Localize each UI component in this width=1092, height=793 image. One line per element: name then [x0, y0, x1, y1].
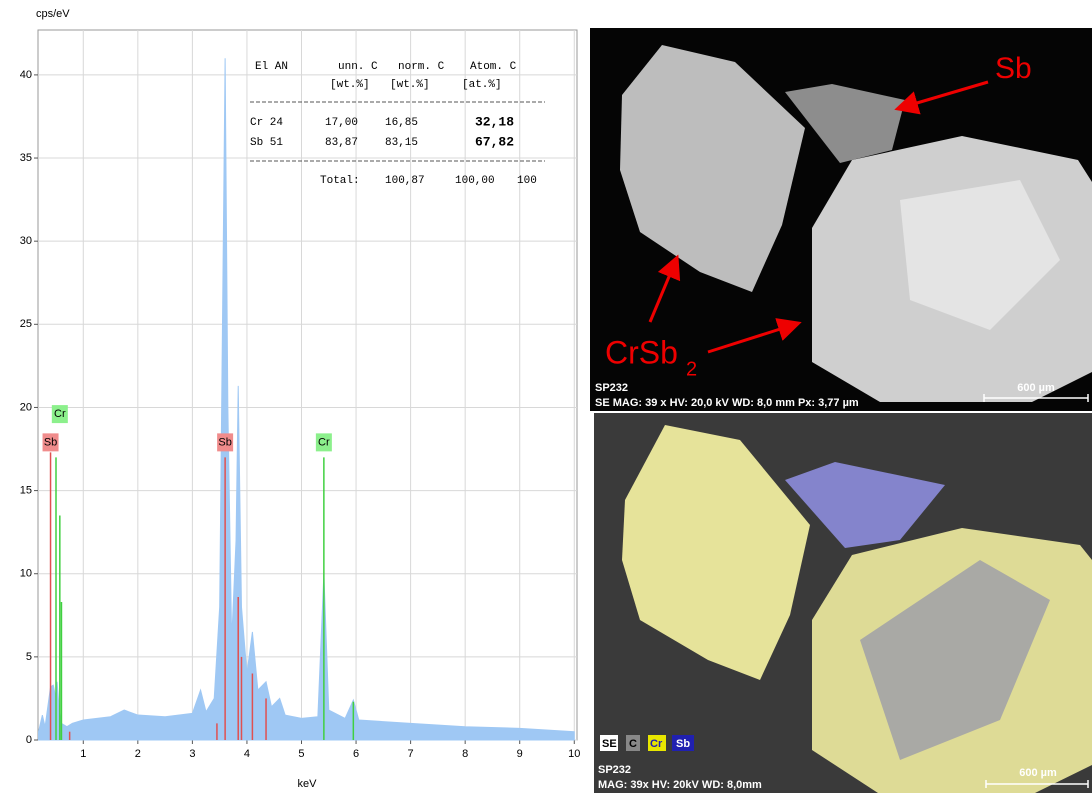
y-tick-label: 0 [26, 734, 32, 746]
table-cell: 100,87 [385, 175, 425, 187]
table-header: norm. C [398, 61, 445, 73]
element-label: Cr [318, 436, 330, 448]
table-cell: 32,18 [475, 114, 514, 129]
table-header: Atom. C [470, 61, 517, 73]
x-tick-label: 10 [568, 748, 580, 760]
element-label-box [42, 433, 59, 452]
fragment [785, 84, 905, 163]
legend-box [672, 735, 694, 751]
label-crsb: CrSb [605, 334, 678, 370]
image-info: SE MAG: 39 x HV: 20,0 kV WD: 8,0 mm Px: … [595, 397, 859, 409]
legend-entry: C [629, 738, 637, 750]
arrow [894, 80, 989, 115]
y-axis-label: cps/eV [36, 8, 70, 20]
plot-area [37, 29, 578, 741]
legend-entry: SE [602, 738, 617, 750]
table-unit: [wt.%] [330, 79, 370, 91]
fragment [622, 425, 810, 680]
legend-entry: Cr [650, 738, 663, 750]
x-tick-label: 5 [298, 748, 304, 760]
x-tick-label: 6 [353, 748, 359, 760]
legend-entry: Sb [676, 738, 690, 750]
x-tick-label: 2 [135, 748, 141, 760]
plot: 0 5 10 15 20 25 30 35 40 1 2 3 4 5 6 7 8 9 10 Cr Sb Sb Cr El AN… [20, 29, 580, 760]
x-tick-label: 9 [517, 748, 523, 760]
x-axis-label: keV [298, 778, 318, 790]
table-cell: 100,00 [455, 175, 495, 187]
element-label-box [51, 405, 68, 424]
sample-id: SP232 [598, 764, 631, 776]
legend-box [600, 735, 618, 751]
x-tick-label: 4 [244, 748, 250, 760]
arrow [707, 318, 802, 354]
table-cell: 17,00 [325, 117, 358, 129]
x-tick-label: 3 [189, 748, 195, 760]
table-cell: 83,87 [325, 137, 358, 149]
element-label: Cr [54, 408, 66, 420]
legend-box [648, 735, 666, 751]
spectrum-area [38, 58, 575, 741]
fragment [620, 45, 805, 292]
fragment-shade [860, 560, 1050, 760]
y-tick-label: 35 [20, 152, 32, 164]
element-label: Sb [218, 436, 231, 448]
element-label-box [217, 433, 234, 452]
fragment [785, 462, 945, 548]
x-tick-label: 7 [408, 748, 414, 760]
arrow [648, 254, 681, 323]
label-subscript: 2 [686, 358, 697, 380]
y-tick-label: 20 [20, 401, 32, 413]
x-tick-label: 8 [462, 748, 468, 760]
table-unit: [wt.%] [390, 79, 430, 91]
table-cell: 16,85 [385, 117, 418, 129]
image-info: MAG: 39x HV: 20kV WD: 8,0mm [598, 779, 762, 791]
scale-bar [983, 394, 1089, 402]
table-cell: Sb 51 [250, 137, 283, 149]
y-tick-label: 30 [20, 235, 32, 247]
table-header: El AN [255, 61, 288, 73]
scale-bar [985, 780, 1089, 788]
table-unit: [at.%] [462, 79, 502, 91]
element-label: Sb [44, 436, 57, 448]
table-cell: Total: [320, 175, 360, 187]
y-tick-label: 5 [26, 651, 32, 663]
sem-image-top: Sb CrSb 2 SP232 SE MAG: 39 x HV: 20,0 kV… [590, 28, 1092, 411]
legend-box [626, 735, 640, 751]
y-tick-label: 15 [20, 484, 32, 496]
table-cell: 83,15 [385, 137, 418, 149]
table-cell: Cr 24 [250, 117, 283, 129]
table-cell: 67,82 [475, 134, 514, 149]
scale-label: 600 µm [1017, 382, 1055, 394]
table-cell: 100 [517, 175, 537, 187]
x-tick-label: 1 [80, 748, 86, 760]
sem-image-bottom: SE C Cr Sb SP232 MAG: 39x HV: 20kV WD: 8… [594, 413, 1092, 793]
y-tick-label: 40 [20, 69, 32, 81]
fragment-shade [900, 180, 1060, 330]
sample-id: SP232 [595, 382, 628, 394]
label-sb: Sb [995, 52, 1032, 85]
table-header: unn. C [338, 61, 378, 73]
element-label-box [315, 433, 332, 452]
y-tick-label: 25 [20, 318, 32, 330]
scale-label: 600 µm [1019, 767, 1057, 779]
y-tick-label: 10 [20, 568, 32, 580]
